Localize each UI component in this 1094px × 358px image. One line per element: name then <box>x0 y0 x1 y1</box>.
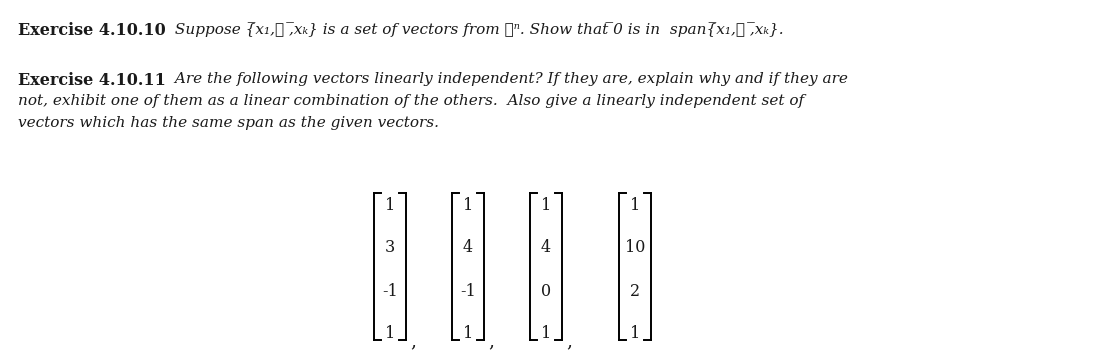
Text: Exercise 4.10.10: Exercise 4.10.10 <box>18 22 166 39</box>
Text: ,: , <box>410 332 416 350</box>
Text: 2: 2 <box>630 282 640 300</box>
Text: 4: 4 <box>540 240 551 256</box>
Text: 1: 1 <box>385 325 395 343</box>
Text: Exercise 4.10.11: Exercise 4.10.11 <box>18 72 166 89</box>
Text: vectors which has the same span as the given vectors.: vectors which has the same span as the g… <box>18 116 439 130</box>
Text: ,: , <box>566 332 572 350</box>
Text: 1: 1 <box>540 325 551 343</box>
Text: 1: 1 <box>463 197 473 213</box>
Text: 0: 0 <box>540 282 551 300</box>
Text: 4: 4 <box>463 240 473 256</box>
Text: -1: -1 <box>382 282 398 300</box>
Text: 3: 3 <box>385 240 395 256</box>
Text: 10: 10 <box>625 240 645 256</box>
Text: 1: 1 <box>385 197 395 213</box>
Text: Suppose {̅x₁,⋯ ,̅xₖ} is a set of vectors from ℝⁿ. Show that ̅0 is in  span{̅x₁,⋯: Suppose {̅x₁,⋯ ,̅xₖ} is a set of vectors… <box>170 22 783 37</box>
Text: 1: 1 <box>463 325 473 343</box>
Text: 1: 1 <box>630 325 640 343</box>
Text: Are the following vectors linearly independent? If they are, explain why and if : Are the following vectors linearly indep… <box>170 72 848 86</box>
Text: ,: , <box>488 332 494 350</box>
Text: -1: -1 <box>461 282 476 300</box>
Text: 1: 1 <box>540 197 551 213</box>
Text: not, exhibit one of them as a linear combination of the others.  Also give a lin: not, exhibit one of them as a linear com… <box>18 94 804 108</box>
Text: 1: 1 <box>630 197 640 213</box>
